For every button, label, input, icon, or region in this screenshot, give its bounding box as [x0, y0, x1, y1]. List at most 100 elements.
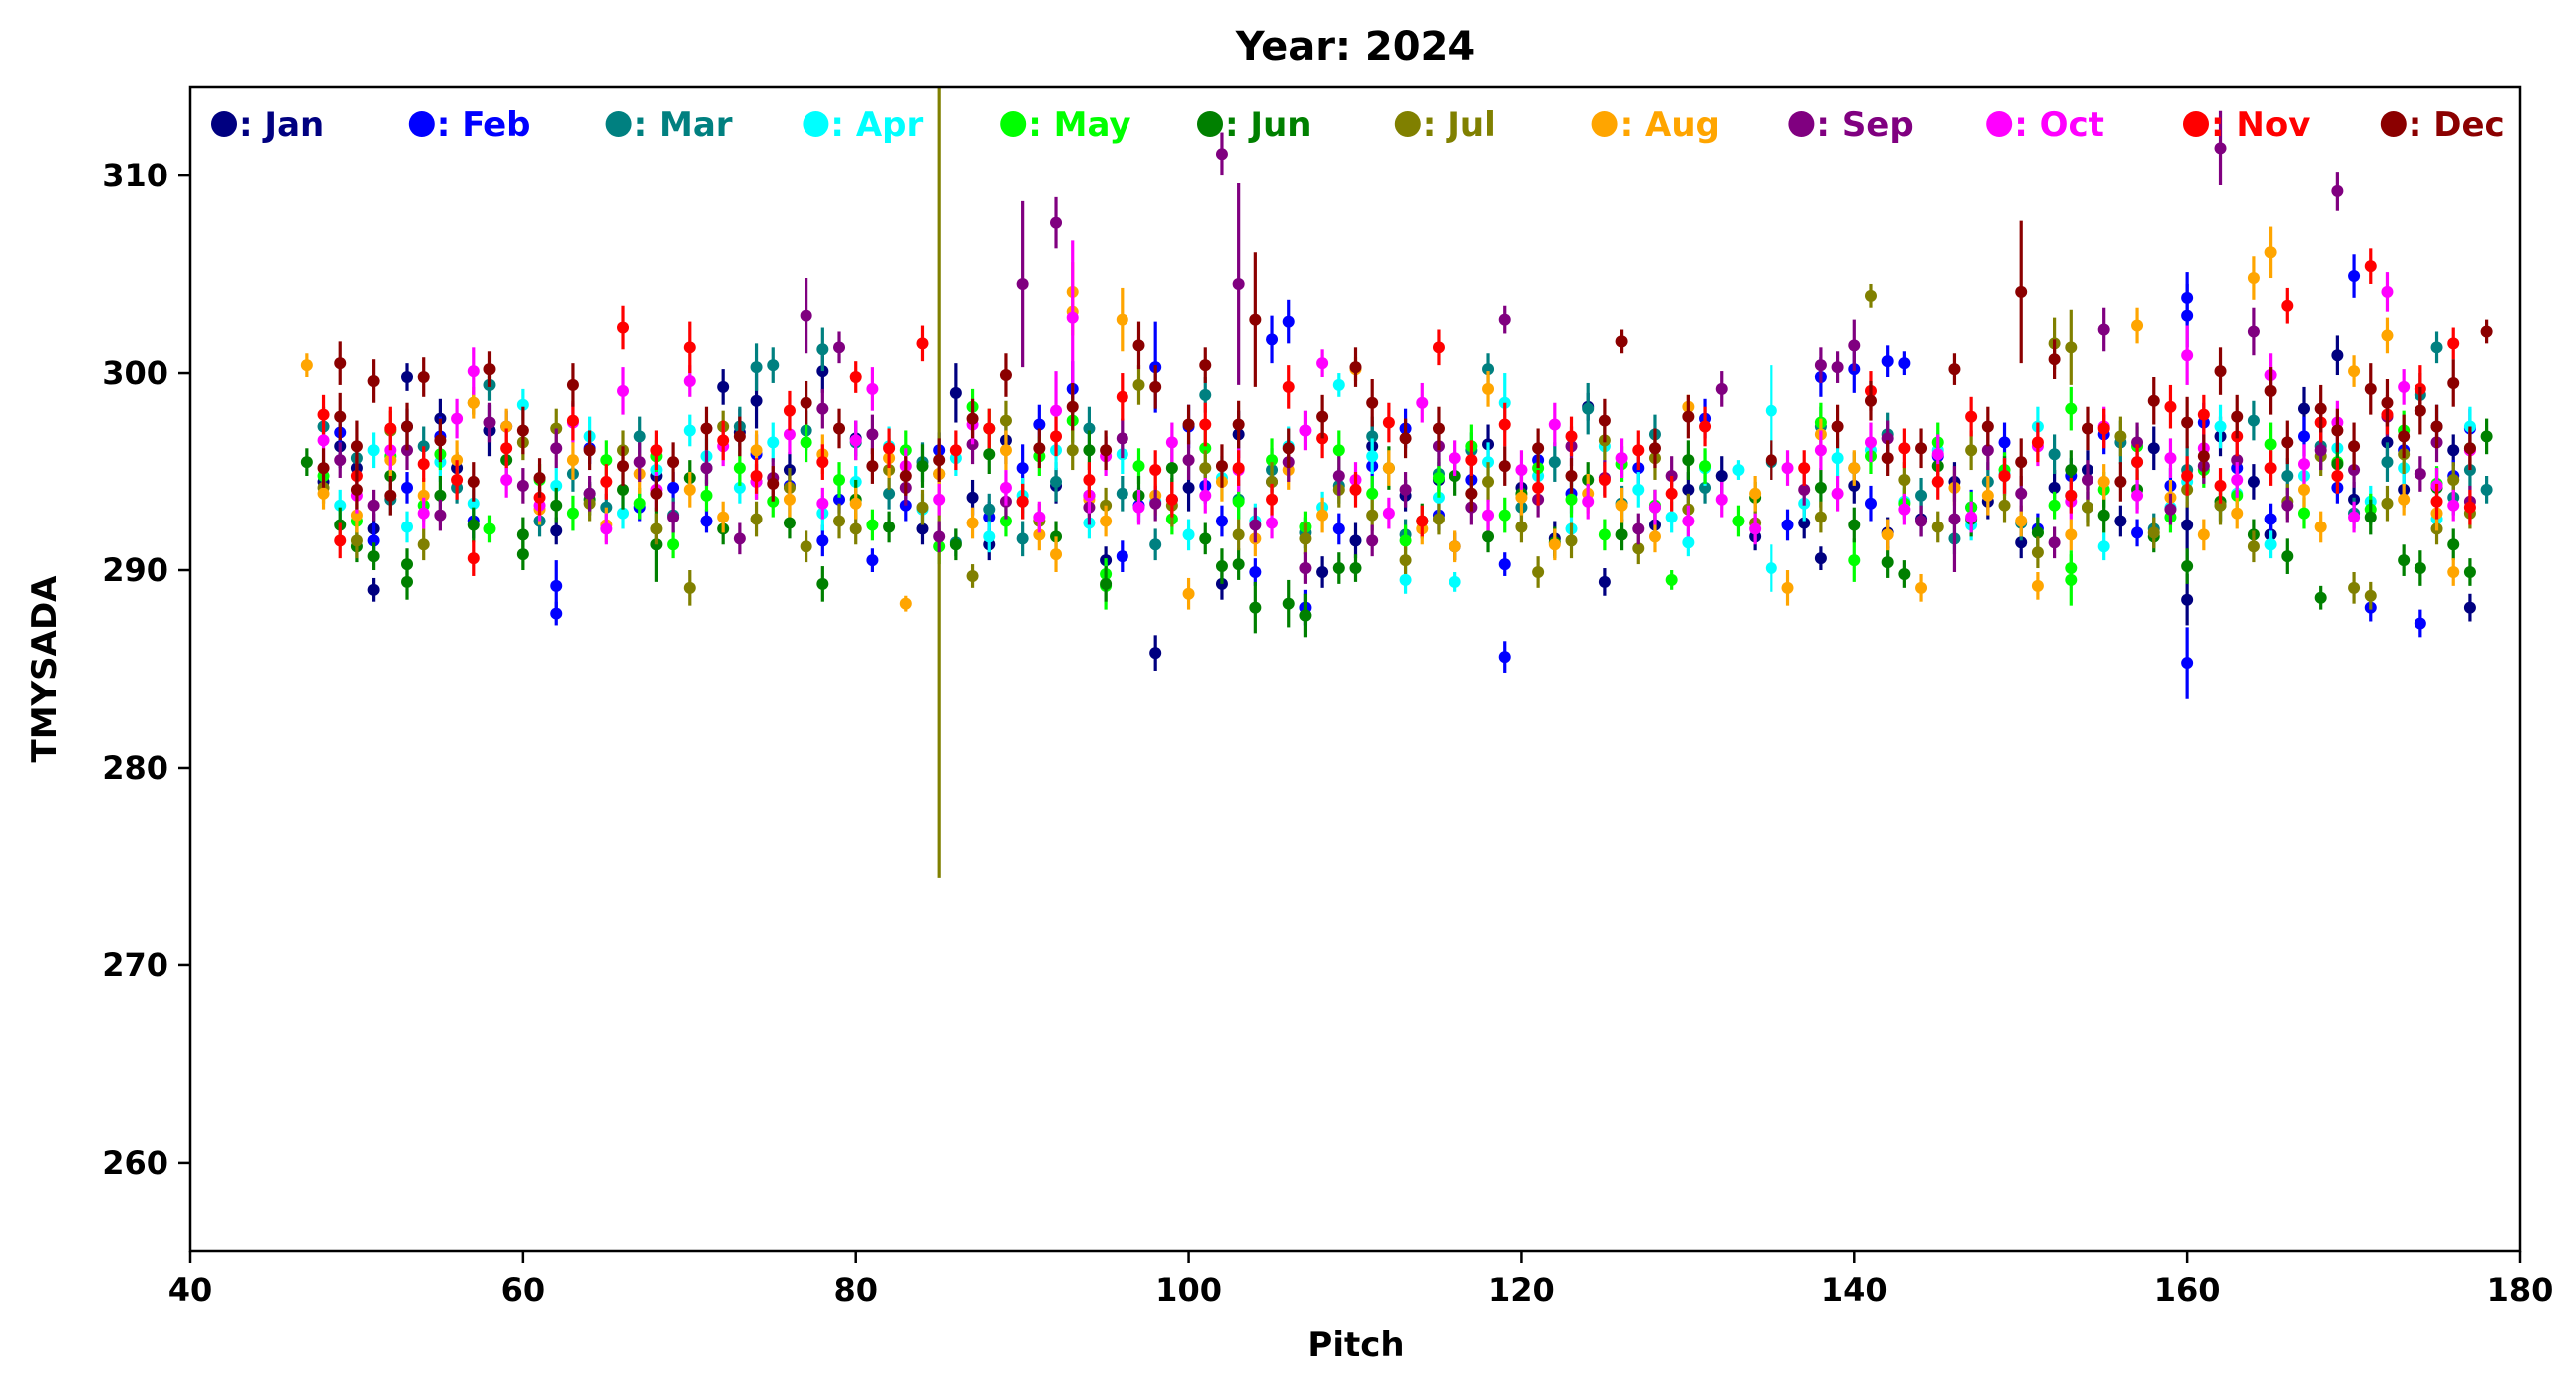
data-point	[1848, 519, 1861, 531]
data-point	[2048, 448, 2061, 461]
data-point	[550, 579, 563, 592]
data-point	[2081, 473, 2093, 486]
data-point	[849, 497, 862, 510]
data-point	[1282, 380, 1295, 393]
data-point	[1249, 601, 1262, 614]
data-point	[833, 493, 846, 506]
data-point	[1399, 554, 1412, 567]
legend-marker	[2183, 111, 2209, 137]
data-point	[1432, 471, 1445, 484]
data-point	[1116, 390, 1128, 403]
data-point	[1266, 493, 1279, 506]
data-point	[816, 456, 829, 469]
data-point	[566, 454, 579, 467]
data-point	[1915, 581, 1928, 594]
data-point	[650, 522, 663, 535]
data-point	[483, 363, 496, 376]
data-point	[1366, 396, 1379, 409]
data-point	[434, 434, 447, 447]
data-point	[667, 456, 680, 469]
data-point	[550, 442, 563, 455]
data-point	[367, 374, 380, 387]
data-point	[566, 414, 579, 427]
data-point	[1083, 473, 1096, 486]
data-point	[401, 481, 414, 494]
data-point	[317, 487, 330, 500]
data-point	[2398, 380, 2411, 393]
data-point	[750, 513, 763, 525]
data-point	[1532, 442, 1545, 455]
data-point	[1765, 562, 1777, 575]
data-point	[1232, 277, 1245, 290]
data-point	[667, 511, 680, 523]
data-point	[783, 404, 796, 417]
data-point	[1199, 442, 1212, 455]
data-point	[949, 538, 962, 551]
data-point	[2031, 579, 2044, 592]
data-point	[516, 528, 529, 541]
data-point	[467, 552, 480, 565]
data-point	[2131, 436, 2144, 449]
data-point	[733, 481, 746, 494]
data-point	[2131, 489, 2144, 502]
data-point	[983, 503, 996, 516]
data-point	[417, 489, 430, 502]
data-point	[2381, 456, 2394, 469]
data-point	[899, 597, 912, 610]
legend-label: : Nov	[2211, 105, 2310, 145]
data-point	[2081, 501, 2093, 514]
data-point	[683, 341, 696, 354]
legend: : Jan: Feb: Mar: Apr: May: Jun: Jul: Aug…	[211, 105, 2505, 145]
data-point	[2480, 430, 2493, 443]
data-point	[2264, 384, 2277, 397]
data-point	[1349, 534, 1362, 547]
data-point	[1781, 581, 1794, 594]
data-point	[999, 369, 1012, 382]
legend-marker	[1788, 111, 1815, 137]
data-point	[683, 374, 696, 387]
data-point	[2164, 452, 2177, 465]
legend-label: : Dec	[2409, 105, 2505, 145]
data-point	[883, 487, 896, 500]
data-point	[1232, 528, 1245, 541]
data-point	[2065, 489, 2078, 502]
data-point	[2430, 341, 2443, 354]
data-point	[2181, 349, 2194, 362]
data-point	[1682, 454, 1695, 467]
data-point	[2231, 410, 2244, 423]
legend-marker	[803, 111, 829, 137]
data-point	[1498, 460, 1511, 473]
data-point	[1432, 513, 1445, 525]
data-point	[983, 422, 996, 435]
y-tick-label: 280	[102, 749, 168, 787]
legend-marker	[1000, 111, 1027, 137]
data-point	[633, 497, 646, 510]
data-point	[1498, 651, 1511, 664]
data-point	[1648, 530, 1661, 543]
data-point	[1449, 540, 1461, 553]
data-point	[866, 519, 879, 531]
data-point	[550, 479, 563, 492]
data-point	[949, 386, 962, 399]
data-point	[800, 396, 812, 409]
data-point	[1632, 483, 1645, 496]
data-point	[1898, 473, 1911, 486]
data-point	[1382, 462, 1395, 475]
data-point	[2097, 323, 2110, 336]
data-point	[1033, 528, 1046, 541]
data-point	[401, 521, 414, 533]
data-point	[350, 509, 363, 522]
data-point	[1498, 509, 1511, 522]
data-point	[1266, 475, 1279, 488]
data-point	[1598, 473, 1611, 486]
data-point	[866, 382, 879, 395]
data-point	[1831, 361, 1844, 374]
data-point	[500, 420, 513, 433]
legend-label: : Apr	[830, 105, 923, 145]
x-tick-label: 40	[168, 1271, 213, 1309]
data-point	[2331, 469, 2344, 482]
legend-label: : May	[1028, 105, 1130, 145]
data-point	[467, 519, 480, 531]
data-point	[1232, 418, 1245, 431]
data-point	[401, 558, 414, 571]
